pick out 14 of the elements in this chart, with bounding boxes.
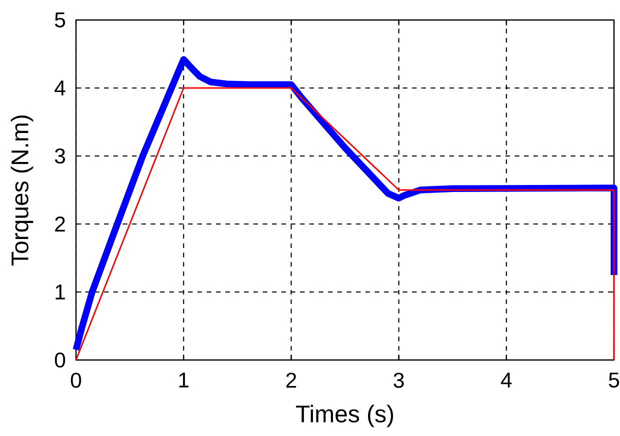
y-tick-label: 3	[54, 148, 66, 164]
y-tick-label: 5	[54, 12, 66, 28]
y-tick-label: 4	[54, 80, 66, 96]
x-tick-label: 3	[394, 372, 404, 388]
y-tick-label: 2	[55, 216, 65, 232]
x-tick-label: 0	[70, 372, 82, 388]
x-tick-label: 2	[286, 372, 296, 388]
x-tick-label: 5	[608, 372, 620, 388]
x-tick-label: 1	[179, 372, 188, 388]
x-axis-title: Times (s)	[296, 404, 394, 428]
y-axis-title: Torques (N.m)	[10, 116, 34, 266]
y-tick-label: 1	[56, 284, 65, 300]
y-tick-label: 0	[54, 352, 66, 368]
x-tick-label: 4	[500, 372, 512, 388]
